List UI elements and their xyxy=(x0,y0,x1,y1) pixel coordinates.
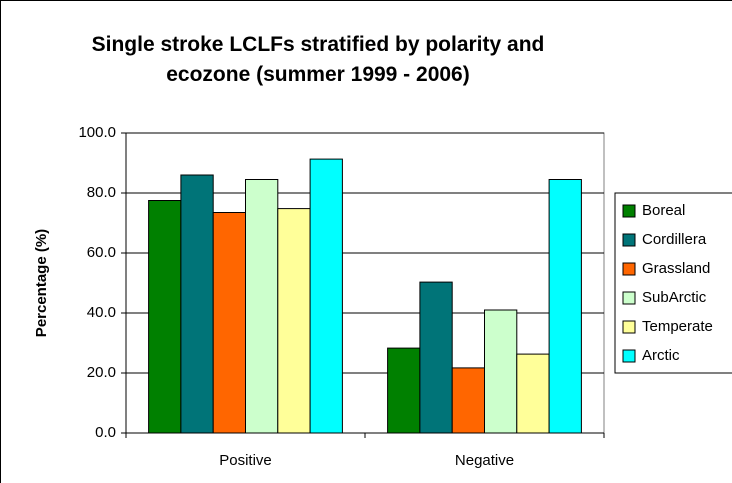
legend-label: Grassland xyxy=(642,260,710,277)
legend-label: Arctic xyxy=(642,347,680,364)
bar xyxy=(548,179,582,434)
legend-label: Temperate xyxy=(642,318,713,335)
y-tick-label: 80.0 xyxy=(87,184,116,201)
bar xyxy=(212,212,246,434)
legend-swatch xyxy=(622,262,636,276)
bar xyxy=(180,174,214,434)
x-tick-label: Positive xyxy=(219,452,272,469)
bar xyxy=(245,179,279,434)
legend-swatch xyxy=(622,349,636,363)
bar xyxy=(277,208,311,434)
legend-label: SubArctic xyxy=(642,289,707,306)
legend-swatch xyxy=(622,204,636,218)
y-tick-label: 100.0 xyxy=(78,124,116,141)
x-tick-label: Negative xyxy=(455,452,514,469)
legend-label: Cordillera xyxy=(642,231,707,248)
legend-swatch xyxy=(622,233,636,247)
legend-swatch xyxy=(622,320,636,334)
bar xyxy=(419,281,453,434)
bar xyxy=(148,200,182,434)
bar xyxy=(309,158,343,434)
y-tick-label: 40.0 xyxy=(87,304,116,321)
bar xyxy=(484,309,518,434)
legend-swatch xyxy=(622,291,636,305)
bar xyxy=(516,353,550,434)
chart-title: Single stroke LCLFs stratified by polari… xyxy=(91,33,545,86)
y-tick-label: 0.0 xyxy=(95,424,116,441)
y-tick-label: 20.0 xyxy=(87,364,116,381)
bar xyxy=(387,347,421,434)
y-tick-label: 60.0 xyxy=(87,244,116,261)
legend-box xyxy=(614,192,732,374)
y-axis-title: Percentage (%) xyxy=(33,229,50,337)
bar xyxy=(451,367,486,434)
legend-label: Boreal xyxy=(642,202,685,219)
